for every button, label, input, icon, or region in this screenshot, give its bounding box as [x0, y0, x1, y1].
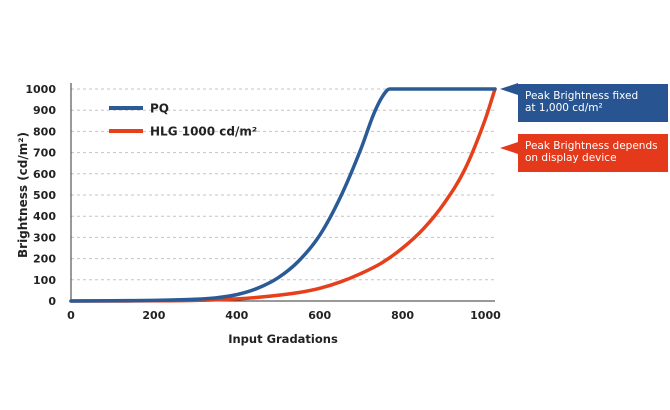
series-lines	[69, 87, 497, 303]
annotation-text: Peak Brightness fixed at 1,000 cd/m²	[525, 90, 638, 114]
y-tick-label: 0	[48, 295, 56, 308]
y-tick-label: 500	[33, 189, 56, 202]
annotation-pointer	[500, 83, 518, 95]
y-tick-labels: 0 100 200 300 400 500 600 700 800 900 1000	[25, 83, 56, 308]
y-tick-label: 200	[33, 253, 56, 266]
annotations: Peak Brightness fixed at 1,000 cd/m² Peak …	[500, 83, 668, 172]
y-tick-label: 700	[33, 147, 56, 160]
y-tick-label: 900	[33, 104, 56, 117]
y-axis-label: Brightness (cd/m²)	[16, 132, 30, 258]
annotation-hlg: Peak Brightness depends on display device	[500, 134, 668, 172]
x-tick-labels: 0 200 400 600 800 1000	[67, 309, 501, 322]
y-tick-label: 400	[33, 210, 56, 223]
annotation-text: Peak Brightness depends on display device	[525, 140, 658, 164]
x-axis-label: Input Gradations	[228, 332, 338, 346]
x-tick-label: 400	[225, 309, 248, 322]
y-tick-label: 100	[33, 274, 56, 287]
legend-label-pq: PQ	[150, 102, 169, 116]
y-tick-label: 600	[33, 168, 56, 181]
x-tick-label: 1000	[470, 309, 501, 322]
y-tick-label: 1000	[25, 83, 56, 96]
x-tick-label: 600	[308, 309, 331, 322]
legend-label-hlg: HLG 1000 cd/m²	[150, 125, 257, 139]
y-tick-label: 800	[33, 125, 56, 138]
annotation-box	[518, 84, 668, 122]
x-tick-label: 0	[67, 309, 75, 322]
annotation-pointer	[500, 142, 518, 154]
series-line-pq	[69, 87, 497, 303]
x-tick-label: 800	[391, 309, 414, 322]
legend: PQ HLG 1000 cd/m²	[109, 102, 257, 139]
grid-lines	[71, 88, 495, 281]
annotation-pq: Peak Brightness fixed at 1,000 cd/m²	[500, 83, 668, 122]
x-tick-label: 200	[142, 309, 165, 322]
annotation-box	[518, 134, 668, 172]
y-tick-label: 300	[33, 231, 56, 244]
